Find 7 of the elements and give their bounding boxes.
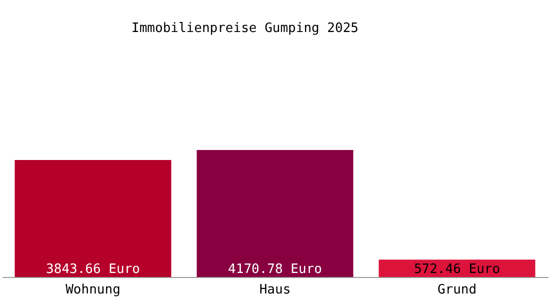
data-label: 572.46 Euro	[414, 262, 500, 277]
x-tick-label: Grund	[437, 282, 477, 298]
data-label: 4170.78 Euro	[228, 262, 322, 277]
chart-title: Immobilienpreise Gumping 2025	[132, 21, 358, 36]
data-label: 3843.66 Euro	[46, 262, 140, 277]
x-tick-label: Haus	[259, 282, 291, 298]
x-tick-label: Wohnung	[66, 282, 120, 298]
